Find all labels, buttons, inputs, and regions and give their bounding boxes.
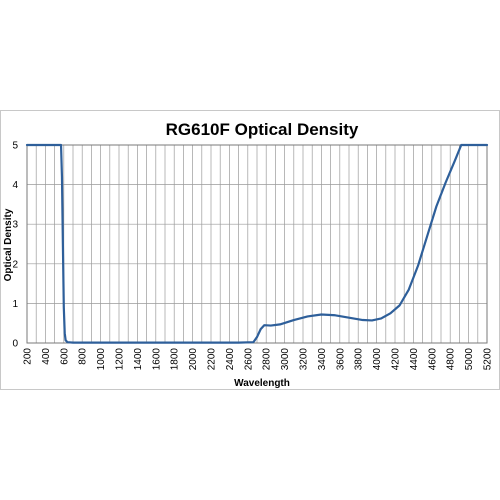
y-tick-label: 0: [12, 339, 18, 350]
x-tick-label: 3800: [354, 348, 365, 371]
x-tick-label: 3400: [317, 348, 328, 371]
x-tick-label: 1400: [133, 348, 144, 371]
y-tick-label: 4: [12, 180, 18, 191]
chart-title: RG610F Optical Density: [166, 120, 359, 139]
x-tick-label: 4000: [372, 348, 383, 371]
plot-area: [26, 144, 488, 344]
x-tick-label: 800: [78, 348, 89, 365]
x-tick-label: 5200: [483, 348, 494, 371]
series-layer: [25, 143, 489, 344]
y-tick-label: 2: [12, 259, 18, 270]
x-tick-label: 5000: [464, 348, 475, 371]
x-tick-label: 600: [59, 348, 70, 365]
x-tick-label: 2800: [262, 348, 273, 371]
x-tick-label: 4800: [446, 348, 457, 371]
x-tick-label: 2400: [225, 348, 236, 371]
y-tick-label: 3: [12, 220, 18, 231]
x-tick-label: 3600: [335, 348, 346, 371]
y-axis-title: Optical Density: [3, 208, 14, 281]
grid: [26, 144, 488, 344]
x-tick-label: 2600: [243, 348, 254, 371]
x-tick-label: 2000: [188, 348, 199, 371]
series-line: [25, 143, 489, 344]
x-tick-label: 3200: [299, 348, 310, 371]
x-tick-label: 3000: [280, 348, 291, 371]
x-tick-label: 200: [23, 348, 34, 365]
chart-border: [0, 110, 500, 390]
x-tick-label: 1800: [170, 348, 181, 371]
x-tick-label: 2200: [207, 348, 218, 371]
x-tick-label: 4600: [427, 348, 438, 371]
y-tick-label: 1: [12, 299, 18, 310]
y-tick-label: 5: [12, 141, 18, 152]
x-tick-label: 400: [41, 348, 52, 365]
x-tick-label: 4400: [409, 348, 420, 371]
x-tick-label: 1200: [115, 348, 126, 371]
x-tick-label: 1000: [96, 348, 107, 371]
x-axis-title: Wavelength: [234, 378, 290, 389]
x-tick-label: 1600: [151, 348, 162, 371]
chart-frame: RG610F Optical Density 0 1 2 3 4 5 200 400 600 80…: [0, 110, 500, 390]
x-tick-label: 4200: [391, 348, 402, 371]
